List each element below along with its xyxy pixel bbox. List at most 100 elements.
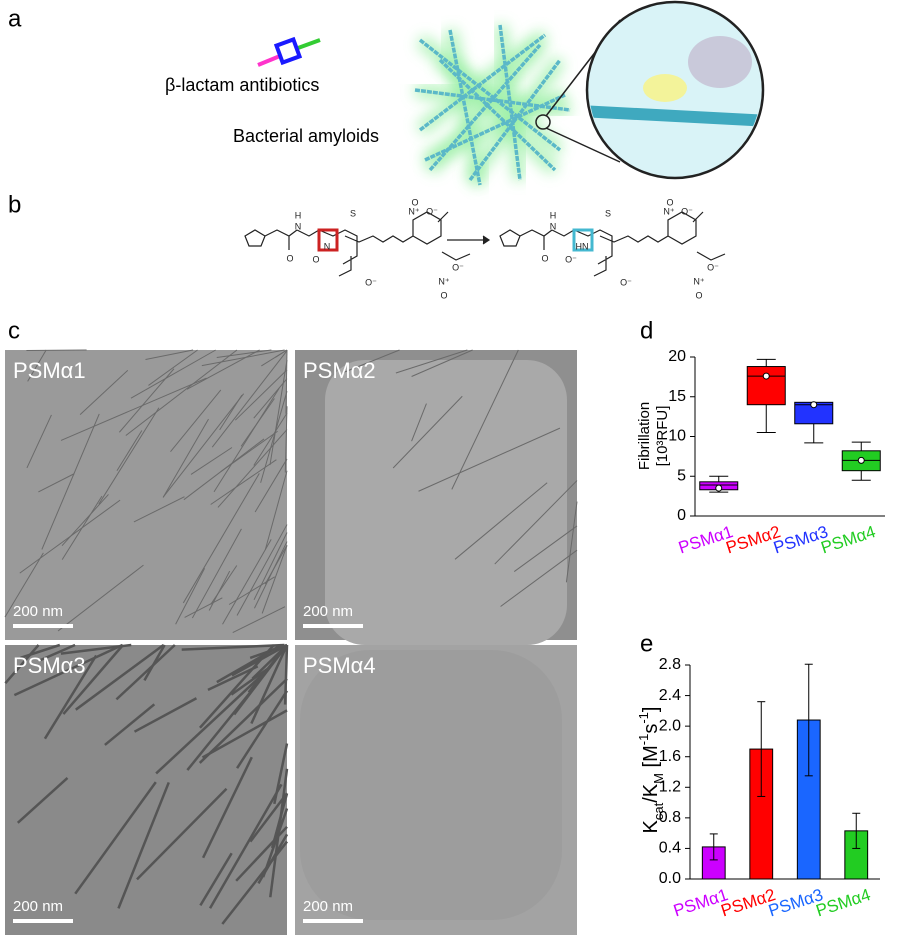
fiber (247, 644, 288, 694)
fiber (175, 568, 206, 625)
y-tick-label: 15 (668, 388, 686, 405)
y-axis-label: Kcat/KM [M-1s-1] (636, 707, 666, 834)
fiber (451, 349, 519, 490)
fiber (213, 387, 280, 493)
bond (499, 211, 726, 277)
fiber (38, 473, 75, 493)
fiber (211, 350, 288, 448)
fiber (269, 359, 288, 466)
fiber (411, 403, 427, 442)
fiber (201, 349, 285, 367)
fiber (264, 470, 288, 550)
fiber (454, 482, 548, 560)
fiber (230, 665, 272, 696)
y-axis-label-line: [10³RFU] (654, 406, 671, 467)
amyloid-fibrils (414, 24, 571, 187)
y-axis-label-part: K (640, 819, 662, 833)
lactam-ring (572, 228, 594, 252)
fibril (438, 58, 557, 172)
fiber (62, 644, 124, 715)
fiber (199, 644, 275, 729)
y-tick-label: 2.0 (659, 717, 681, 734)
y-axis-label-part: M (651, 773, 666, 784)
y-axis-label-part: s (640, 724, 662, 734)
atom-label: O⁻ (426, 206, 438, 216)
fiber (253, 378, 288, 419)
fiber (182, 473, 260, 604)
fiber (217, 429, 288, 508)
fiber (43, 654, 98, 740)
fiber (222, 539, 272, 625)
fiber (13, 643, 123, 697)
atom-label: N (550, 221, 557, 231)
scale-bar-label: 200 nm (13, 603, 63, 620)
fiber (143, 644, 166, 681)
micrograph-label: PSMα2 (303, 358, 376, 383)
mean (857, 456, 865, 464)
fiber (136, 787, 228, 881)
fiber (145, 349, 194, 360)
fiber (4, 644, 40, 685)
fiber (74, 781, 157, 895)
atom-label: H (550, 210, 557, 220)
atom-label: O (286, 253, 293, 263)
y-axis-label-part: -1 (636, 712, 651, 724)
fiber (565, 501, 578, 583)
y-tick-label: 20 (668, 348, 686, 365)
fiber (57, 564, 144, 632)
fiber (98, 407, 160, 505)
mean (810, 401, 818, 409)
y-axis-label-part: /K (640, 783, 662, 803)
fiber (208, 570, 231, 611)
fiber (27, 349, 47, 382)
fiber (220, 430, 278, 473)
fiber (148, 349, 198, 386)
fiber (20, 643, 61, 660)
panel-label: c (8, 317, 20, 344)
antibiotic-label: β-lactam antibiotics (165, 75, 319, 95)
fiber (133, 697, 198, 733)
fiber (221, 840, 288, 925)
mean (715, 484, 723, 492)
fiber (269, 768, 289, 898)
fiber (186, 349, 260, 390)
fiber (199, 852, 233, 907)
panel-label: b (8, 191, 21, 218)
box (746, 366, 786, 406)
y-tick-label: 1.2 (659, 779, 681, 796)
fiber (216, 349, 272, 359)
fiber (253, 541, 288, 609)
fiber (181, 643, 285, 651)
fiber (184, 597, 223, 618)
fibril (424, 93, 566, 162)
fiber (115, 644, 176, 701)
charts: 05101520PSMα1PSMα2PSMα3PSMα4Fibrillation… (636, 348, 885, 920)
fiber (342, 349, 400, 374)
atom-label: HN (576, 241, 589, 251)
fiber (155, 674, 263, 775)
grid-hole (300, 650, 562, 920)
atom-label: N (295, 221, 302, 231)
y-tick-label: 2.8 (659, 656, 681, 673)
fiber (104, 703, 156, 746)
atom-label: O (541, 253, 548, 263)
y-axis-label-part: ] (640, 707, 662, 713)
antibiotic-icon (257, 36, 321, 67)
atom-label: N⁺ (408, 206, 419, 216)
scale-bar-label: 200 nm (303, 603, 353, 620)
fiber (275, 349, 288, 358)
x-tick-label: PSMα4 (814, 885, 873, 920)
fiber (418, 427, 561, 492)
y-axis-label: Fibrillation[10³RFU] (636, 402, 671, 470)
panel-label: d (640, 317, 653, 344)
fiber (4, 552, 44, 618)
atom-label: S (605, 208, 611, 218)
fibril (414, 88, 571, 112)
y-tick-label: 10 (668, 428, 686, 445)
fiber (260, 391, 288, 483)
atom-label: O (440, 290, 447, 300)
fiber (232, 606, 286, 634)
fiber (16, 776, 69, 824)
fibril (448, 29, 482, 186)
atom-label: N (324, 241, 331, 251)
